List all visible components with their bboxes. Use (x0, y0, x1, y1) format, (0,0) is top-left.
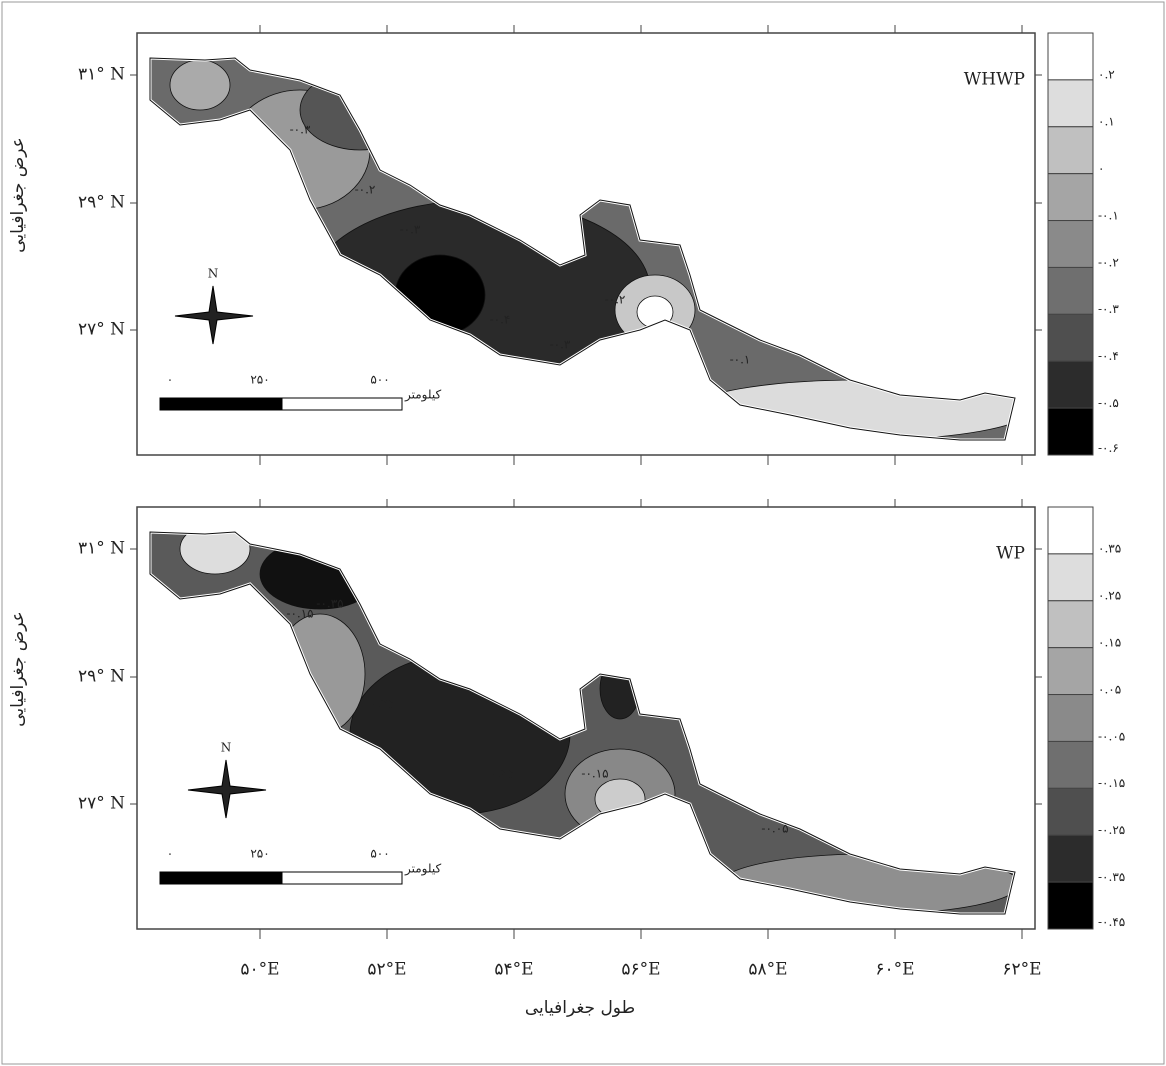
legend-label: -۰.۳۵ (1098, 870, 1125, 884)
contour-label: -۰.۲ (605, 293, 626, 307)
legend-swatch (1047, 173, 1094, 222)
x-tick-label: ۶۰°E (875, 960, 914, 980)
contour-label: -۰.۳۵ (486, 767, 513, 781)
compass-north: N (208, 267, 219, 281)
legend-swatch (1047, 79, 1094, 128)
y-tick-label: ۲۹° N (78, 193, 125, 213)
legend-label: ۰.۲ (1098, 68, 1115, 82)
legend-swatch (1047, 313, 1094, 362)
scale-label: ۰ (167, 847, 173, 861)
contour-label: -۰.۱ (730, 353, 751, 367)
legend-swatch (1047, 360, 1094, 409)
legend-swatch (1047, 506, 1094, 555)
legend-swatch (1047, 740, 1094, 789)
x-axis-title: طول جغرافیایی (525, 998, 635, 1018)
legend-label: ۰.۲۵ (1098, 589, 1121, 603)
legend-label: -۰.۰۵ (1098, 729, 1125, 743)
legend-label: -۰.۶ (1098, 441, 1119, 455)
contour-label: -۰.۲ (355, 183, 376, 197)
legend-label: -۰.۵ (1098, 396, 1119, 410)
scale-unit: کیلومتر (404, 388, 441, 403)
legend-swatch (1047, 32, 1094, 81)
legend-swatch (1047, 881, 1094, 930)
scale-label: ۲۵۰ (250, 373, 269, 387)
y-axis-title: عرض جغرافیایی (8, 137, 28, 253)
legend-swatch (1047, 694, 1094, 742)
map-panel: -۰.۳ -۰.۲ -۰.۳ -۰.۴ -۰.۳ -۰.۲ -۰.۱ WHWP ۳۱° N ۲۹°… (8, 25, 1119, 465)
contour-label: -۰.۲۵ (366, 697, 393, 711)
scale-bar-black (159, 871, 283, 885)
scale-bar-white (281, 397, 403, 411)
compass (187, 759, 267, 819)
x-tick-label: ۶۲°E (1002, 960, 1041, 980)
panel-title: WHWP (964, 70, 1025, 90)
contour-label: -۰.۳۵ (316, 597, 343, 611)
scale-label: ۵۰۰ (370, 847, 389, 861)
contour-zone (169, 59, 231, 111)
coastline-inner (149, 57, 1016, 441)
legend-label: ۰.۱ (1098, 115, 1115, 129)
x-tick-label: ۵۴°E (494, 960, 533, 980)
scale-unit: کیلومتر (404, 862, 441, 877)
contour-label: -۰.۱۵ (581, 767, 608, 781)
y-tick-label: ۳۱° N (78, 539, 125, 559)
contour-label: -۰.۳ (400, 223, 421, 237)
contour-label: -۰.۴ (490, 313, 511, 327)
x-tick-label: ۵۸°E (748, 960, 787, 980)
scale-label: ۲۵۰ (250, 847, 269, 861)
legend-swatch (1047, 126, 1094, 175)
legend-label: ۰.۱۵ (1098, 635, 1121, 649)
legend-frame (1047, 32, 1094, 456)
scale-label: ۰ (167, 373, 173, 387)
y-tick-label: ۳۱° N (78, 65, 125, 85)
legend-swatch (1047, 553, 1094, 602)
legend-label: -۰.۱ (1098, 208, 1119, 222)
y-axis-title: عرض جغرافیایی (8, 611, 28, 727)
contour-label: -۰.۳ (290, 123, 311, 137)
legend-label: -۰.۲۵ (1098, 823, 1125, 837)
contour-zone (179, 532, 251, 575)
legend-swatch (1047, 407, 1094, 456)
legend-swatch (1047, 787, 1094, 836)
scale-bar-black (159, 397, 283, 411)
legend-label: -۰.۲ (1098, 255, 1119, 269)
legend-swatch (1047, 647, 1094, 696)
x-tick-label: ۵۲°E (367, 960, 406, 980)
contour-label: -۰.۰۵ (761, 822, 788, 836)
legend-label: ۰ (1098, 161, 1104, 175)
contour-label: -۰.۱۵ (286, 607, 313, 621)
compass (174, 285, 254, 345)
scale-bar-white (281, 871, 403, 885)
legend-label: ۰.۰۵ (1098, 682, 1121, 696)
legend-label: -۰.۳ (1098, 302, 1119, 316)
y-tick-label: ۲۷° N (78, 794, 125, 814)
legend-label: -۰.۱۵ (1098, 776, 1125, 790)
x-tick-label: ۵۰°E (240, 960, 279, 980)
compass-north: N (221, 741, 232, 755)
legend-swatch (1047, 220, 1094, 268)
y-tick-label: ۲۷° N (78, 320, 125, 340)
legend-swatch (1047, 266, 1094, 315)
legend-swatch (1047, 600, 1094, 649)
contour-label: -۰.۳ (550, 338, 571, 352)
legend-label: -۰.۴ (1098, 349, 1119, 363)
y-tick-label: ۲۹° N (78, 667, 125, 687)
coastline-inner (149, 531, 1016, 915)
x-tick-label: ۵۶°E (621, 960, 660, 980)
scale-label: ۵۰۰ (370, 373, 389, 387)
legend-label: ۰.۳۵ (1098, 542, 1121, 556)
legend-label: -۰.۴۵ (1098, 915, 1125, 929)
panel-title: WP (996, 544, 1025, 564)
legend-swatch (1047, 834, 1094, 883)
